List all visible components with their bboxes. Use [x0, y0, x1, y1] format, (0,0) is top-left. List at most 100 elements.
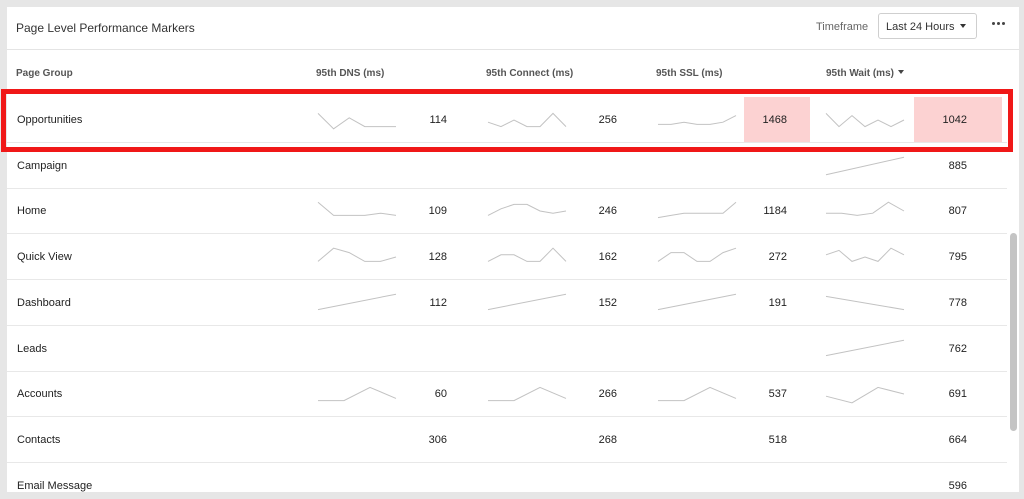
- dns-value: 60: [434, 388, 447, 401]
- ssl-sparkline-path: [657, 202, 737, 219]
- caret-down-icon: [960, 24, 966, 28]
- connect-sparkline: [487, 112, 567, 128]
- wait-value: 795: [948, 251, 967, 264]
- page-group-name[interactable]: Contacts: [17, 433, 61, 446]
- wait-sparkline: [826, 201, 905, 217]
- table-row[interactable]: Dashboard 112 152 191 778: [7, 280, 1007, 326]
- connect-sparkline: [487, 293, 567, 310]
- wait-value: 807: [948, 205, 967, 218]
- ssl-sparkline-path: [657, 247, 737, 262]
- wait-sparkline-path: [825, 113, 905, 128]
- dns-sparkline: [317, 202, 397, 217]
- ssl-value: 537: [768, 388, 787, 401]
- page-group-name[interactable]: Accounts: [17, 388, 63, 401]
- wait-sparkline: [825, 387, 905, 404]
- wait-value: 691: [948, 388, 967, 401]
- wait-sparkline-path: [825, 339, 905, 356]
- annotation-highlight-box: [1, 89, 1013, 152]
- table-row[interactable]: Home 109 246 1184 807: [7, 188, 1007, 235]
- panel-title: Page Level Performance Markers: [16, 21, 195, 35]
- table-row[interactable]: Leads 762: [7, 326, 1007, 372]
- page-group-name[interactable]: Home: [17, 205, 47, 218]
- ssl-value: 272: [768, 251, 787, 264]
- ssl-sparkline-path: [658, 387, 737, 402]
- table-row[interactable]: Opportunities 114 256 1468 1042: [7, 97, 1007, 143]
- dns-sparkline-path: [317, 202, 397, 217]
- wait-sparkline-path: [826, 201, 905, 217]
- connect-sparkline-path: [487, 293, 567, 310]
- timeframe-dropdown[interactable]: Last 24 Hours: [878, 13, 977, 39]
- dns-value: 128: [428, 251, 447, 264]
- column-header-page-group[interactable]: Page Group: [16, 68, 73, 79]
- wait-value: 885: [948, 159, 967, 172]
- page-group-name[interactable]: Opportunities: [17, 114, 83, 126]
- ssl-value: 1468: [762, 114, 787, 126]
- page-group-name[interactable]: Email Message: [17, 479, 93, 492]
- dns-value: 306: [428, 433, 447, 446]
- page-group-name[interactable]: Quick View: [17, 251, 72, 264]
- connect-value: 256: [598, 114, 617, 126]
- performance-markers-panel: Page Level Performance Markers Timeframe…: [7, 7, 1019, 492]
- page-group-name[interactable]: Leads: [17, 342, 47, 355]
- dns-value: 109: [428, 205, 447, 218]
- dns-sparkline: [317, 113, 396, 130]
- ssl-sparkline: [657, 293, 737, 310]
- dns-sparkline-path: [317, 247, 397, 262]
- timeframe-label: Timeframe: [816, 21, 869, 33]
- connect-value: 152: [598, 296, 617, 309]
- wait-sparkline: [825, 339, 905, 356]
- dns-sparkline: [317, 247, 397, 262]
- page-group-name[interactable]: Campaign: [17, 159, 68, 172]
- ssl-value: 191: [768, 296, 787, 309]
- connect-value: 266: [598, 388, 617, 401]
- column-header-wait[interactable]: 95th Wait (ms): [826, 68, 904, 79]
- connect-sparkline-path: [488, 387, 567, 402]
- dns-sparkline: [317, 293, 397, 310]
- connect-sparkline: [488, 387, 567, 402]
- column-header-connect[interactable]: 95th Connect (ms): [486, 68, 574, 79]
- dns-value: 112: [429, 296, 447, 309]
- timeframe-value: Last 24 Hours: [886, 21, 955, 33]
- dns-sparkline: [318, 387, 397, 402]
- column-header-dns[interactable]: 95th DNS (ms): [316, 68, 385, 79]
- wait-sparkline-path: [825, 295, 905, 310]
- dns-sparkline-path: [318, 387, 397, 402]
- more-horizontal-icon[interactable]: [989, 19, 1009, 31]
- column-header-wait-label: 95th Wait (ms): [826, 68, 894, 79]
- connect-sparkline: [487, 204, 567, 217]
- wait-highlight-cell: [914, 97, 1002, 142]
- ssl-value: 1184: [763, 205, 787, 218]
- connect-value: 162: [598, 251, 617, 264]
- table-row[interactable]: Contacts 306 268 518 664: [7, 417, 1007, 463]
- wait-value: 664: [948, 433, 967, 446]
- wait-value: 762: [948, 342, 967, 355]
- wait-sparkline-path: [825, 387, 905, 404]
- wait-sparkline: [825, 113, 905, 128]
- ssl-sparkline: [657, 247, 737, 262]
- wait-value: 778: [948, 296, 967, 309]
- table-row[interactable]: Accounts 60 266 537 691: [7, 371, 1007, 418]
- table-row[interactable]: Email Message 596: [7, 463, 1007, 492]
- ssl-sparkline-path: [658, 115, 737, 125]
- wait-sparkline-path: [825, 156, 905, 175]
- wait-sparkline-path: [825, 247, 905, 263]
- panel-header: Page Level Performance Markers Timeframe…: [7, 7, 1019, 50]
- ssl-highlight-cell: [744, 97, 810, 142]
- table-row[interactable]: Campaign 885: [7, 143, 1007, 189]
- wait-sparkline: [825, 295, 905, 310]
- page-group-name[interactable]: Dashboard: [17, 296, 71, 309]
- table-row[interactable]: Quick View 128 162 272 795: [7, 234, 1007, 281]
- connect-sparkline: [487, 247, 567, 262]
- connect-sparkline-path: [487, 112, 567, 128]
- ssl-sparkline: [657, 202, 737, 219]
- sort-descending-icon: [897, 70, 904, 74]
- ssl-value: 518: [768, 433, 787, 446]
- ssl-sparkline-path: [657, 293, 737, 310]
- column-header-ssl[interactable]: 95th SSL (ms): [656, 68, 723, 79]
- connect-value: 268: [598, 433, 617, 446]
- wait-value: 1042: [942, 114, 967, 126]
- vertical-scrollbar[interactable]: [1010, 233, 1017, 431]
- dns-sparkline-path: [317, 113, 396, 130]
- connect-value: 246: [598, 205, 617, 218]
- ssl-sparkline: [658, 387, 737, 402]
